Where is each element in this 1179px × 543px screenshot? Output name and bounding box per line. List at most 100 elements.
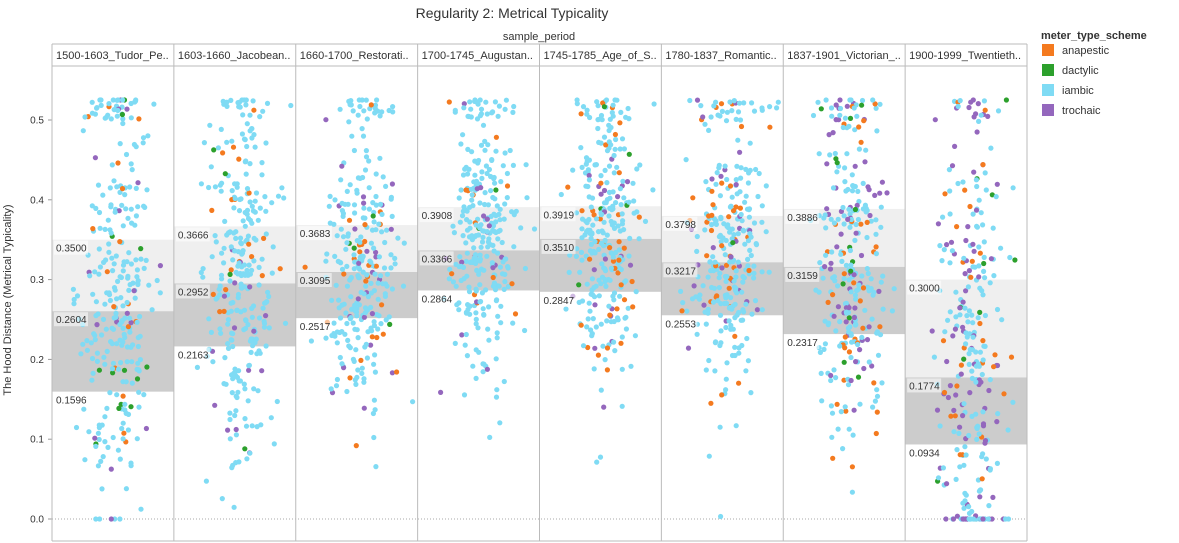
data-point xyxy=(732,333,738,339)
band-value-label: 0.3500 xyxy=(56,244,87,255)
data-point xyxy=(493,298,499,304)
data-point xyxy=(587,256,593,262)
data-point xyxy=(353,443,359,449)
data-point xyxy=(1010,399,1016,405)
data-point xyxy=(333,282,339,288)
data-point xyxy=(270,244,276,250)
data-point xyxy=(274,398,280,405)
data-point xyxy=(732,301,738,307)
data-point xyxy=(341,301,347,307)
data-point xyxy=(233,235,239,241)
data-point xyxy=(235,389,241,395)
legend-swatch xyxy=(1042,104,1054,116)
data-point xyxy=(838,231,844,237)
data-point xyxy=(119,342,125,348)
data-point xyxy=(401,240,407,246)
data-point xyxy=(149,307,155,313)
data-point xyxy=(120,325,126,331)
data-point xyxy=(497,420,503,426)
data-point xyxy=(121,430,127,436)
data-point xyxy=(484,366,490,372)
data-point xyxy=(227,278,233,284)
data-point xyxy=(332,253,338,259)
data-point xyxy=(966,432,972,439)
data-point xyxy=(976,431,982,437)
data-point xyxy=(353,347,359,353)
data-point xyxy=(970,264,976,270)
data-point xyxy=(830,185,837,191)
data-point xyxy=(495,313,501,319)
data-point xyxy=(864,266,870,272)
data-point xyxy=(741,100,747,106)
data-point xyxy=(230,343,236,350)
data-point xyxy=(242,223,248,229)
data-point xyxy=(828,260,834,266)
data-point xyxy=(269,270,275,276)
data-point xyxy=(71,296,77,303)
data-point xyxy=(457,254,463,260)
data-point xyxy=(351,252,357,258)
data-point xyxy=(250,98,256,104)
data-point xyxy=(261,235,267,241)
data-point xyxy=(121,259,127,265)
data-point xyxy=(336,297,342,303)
data-point xyxy=(612,348,618,354)
data-point xyxy=(491,280,498,286)
data-point xyxy=(485,202,491,208)
data-point xyxy=(248,349,254,355)
data-point xyxy=(157,263,163,269)
data-point xyxy=(747,231,753,237)
data-point xyxy=(499,239,505,246)
data-point xyxy=(580,343,587,349)
data-point xyxy=(251,328,257,334)
data-point xyxy=(480,306,486,312)
data-point xyxy=(843,309,850,315)
data-point xyxy=(970,334,976,340)
data-point xyxy=(851,314,858,321)
data-point xyxy=(849,339,855,345)
data-point xyxy=(954,383,960,389)
data-point xyxy=(339,361,345,367)
data-point xyxy=(125,275,131,281)
band-value-label: 0.2864 xyxy=(422,294,453,305)
data-point xyxy=(494,387,500,393)
data-point xyxy=(833,328,839,334)
data-point xyxy=(629,278,635,285)
data-point xyxy=(100,192,106,198)
data-point xyxy=(934,407,941,413)
data-point xyxy=(135,343,141,350)
data-point xyxy=(611,297,617,303)
data-point xyxy=(980,292,986,298)
data-point xyxy=(249,126,255,132)
data-point xyxy=(344,240,350,246)
data-point xyxy=(944,242,950,248)
data-point xyxy=(999,317,1005,323)
data-point xyxy=(356,266,363,272)
data-point xyxy=(724,109,731,115)
data-point xyxy=(716,165,722,171)
data-point xyxy=(874,393,881,399)
data-point xyxy=(851,272,857,278)
data-point xyxy=(829,410,836,416)
data-point xyxy=(591,366,597,372)
data-point xyxy=(632,333,639,339)
data-point xyxy=(110,360,116,366)
data-point xyxy=(960,516,966,522)
data-point xyxy=(111,315,117,321)
data-point xyxy=(242,137,248,143)
data-point xyxy=(698,103,704,109)
data-point xyxy=(255,217,261,223)
data-point xyxy=(616,239,622,245)
data-point xyxy=(627,235,633,241)
data-point xyxy=(600,230,606,236)
data-point xyxy=(114,97,120,103)
data-point xyxy=(465,113,471,119)
data-point xyxy=(969,258,975,264)
data-point xyxy=(603,142,609,148)
plot-area: 0.00.10.20.30.40.51500-1603_Tudor_Pe..0.… xyxy=(30,43,1028,542)
data-point xyxy=(266,293,272,300)
data-point xyxy=(596,139,602,145)
data-point xyxy=(225,345,232,351)
data-point xyxy=(84,338,90,344)
data-point xyxy=(494,335,500,341)
